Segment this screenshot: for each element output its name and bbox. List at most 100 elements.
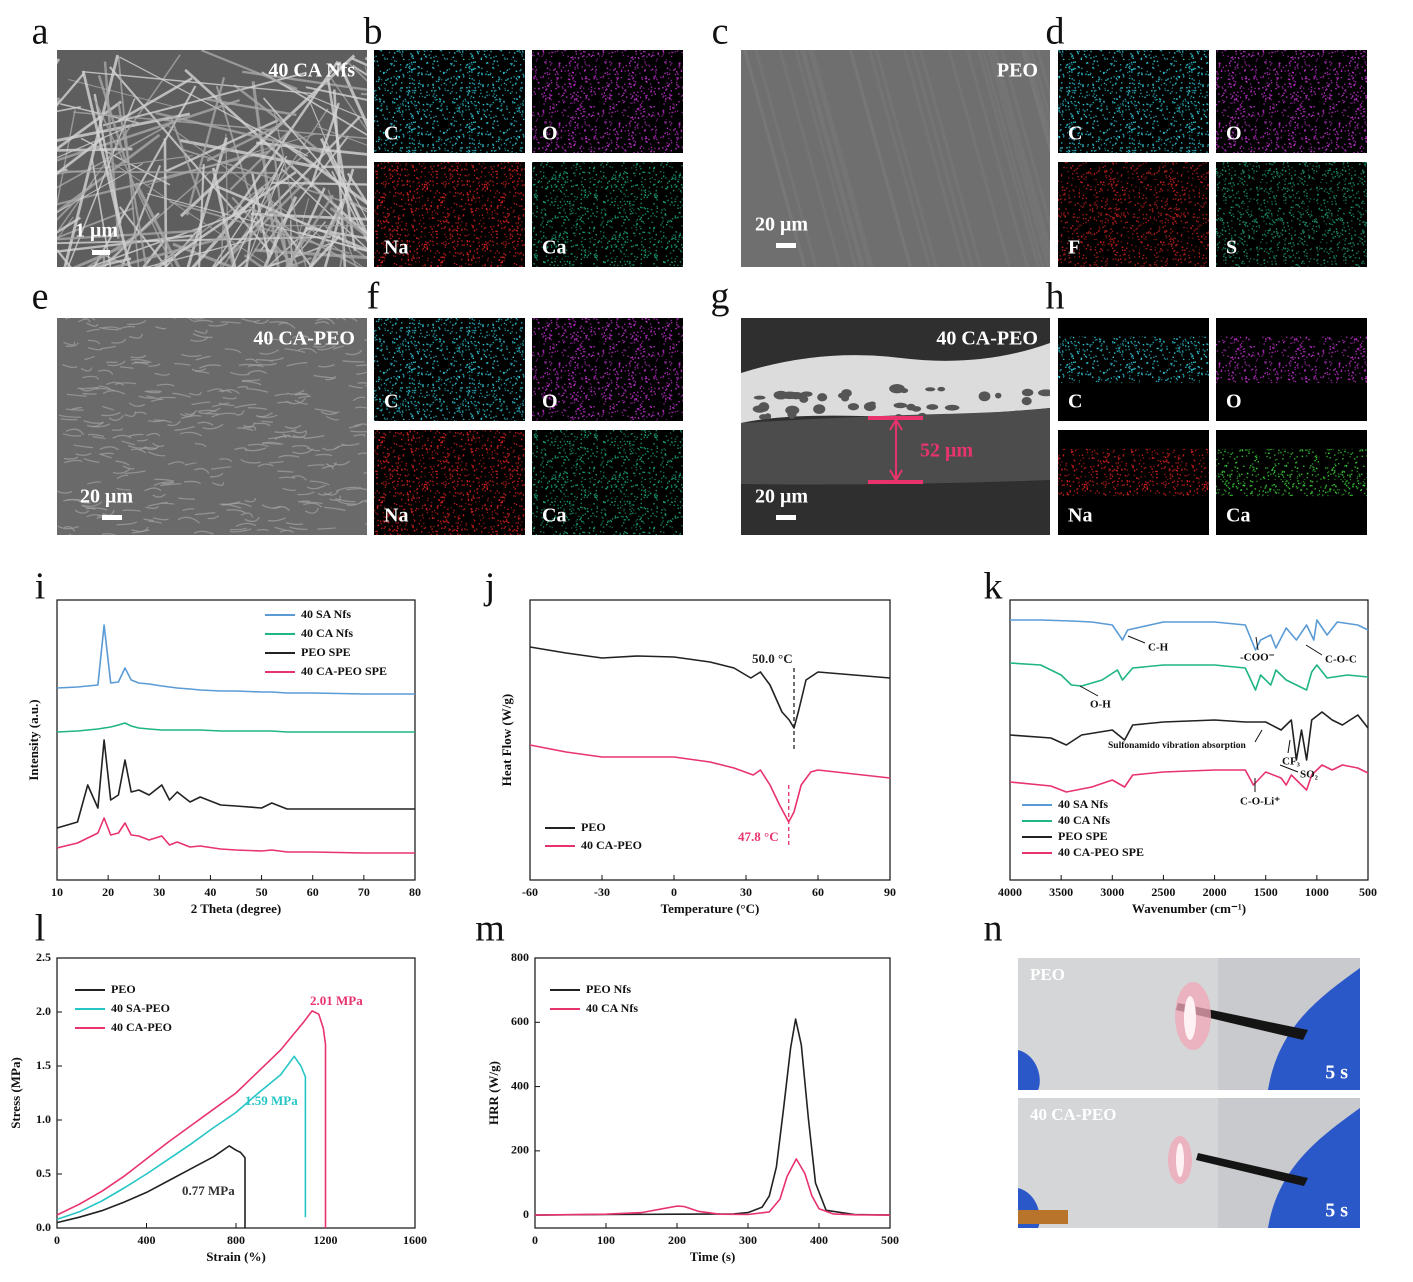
x-tick-label: 50: [256, 885, 268, 899]
wrinkle: [269, 460, 284, 464]
upper-layer: [741, 343, 1050, 423]
particle: [841, 394, 850, 402]
fiber: [231, 60, 339, 216]
wrinkle: [220, 321, 241, 324]
x-tick-label: -30: [594, 885, 610, 899]
fiber: [67, 98, 136, 267]
particle: [863, 402, 876, 412]
wrinkle: [97, 369, 114, 375]
wrinkle: [112, 434, 132, 439]
legend-label: 40 CA Nfs: [586, 1001, 638, 1015]
wrinkle: [66, 393, 87, 397]
wrinkle: [162, 481, 174, 485]
wrinkle: [92, 435, 106, 440]
eds-signal: [532, 430, 683, 535]
wrinkle: [57, 490, 73, 494]
wrinkle: [65, 342, 80, 347]
wrinkle: [233, 410, 245, 416]
wrinkle: [350, 430, 367, 433]
wrinkle: [284, 424, 302, 429]
y-tick-label: 200: [511, 1143, 529, 1157]
fiber: [201, 50, 298, 90]
fiber: [134, 182, 181, 267]
wrinkle: [174, 425, 195, 431]
legend-label: 40 SA Nfs: [1058, 797, 1108, 811]
streak: [1029, 50, 1050, 125]
wrinkle: [195, 442, 207, 448]
series-line: [56, 817, 415, 854]
wrinkle: [323, 490, 339, 496]
wrinkle: [342, 360, 365, 363]
fiber: [57, 122, 173, 189]
wrinkle: [86, 322, 99, 327]
wrinkle: [243, 421, 256, 428]
eds-signal: [532, 50, 683, 153]
micrograph: [741, 50, 1050, 267]
wrinkle: [144, 390, 161, 394]
series-line: [56, 739, 415, 829]
wrinkle: [66, 498, 84, 502]
wrinkle: [229, 528, 252, 533]
panel-label: n: [984, 908, 1003, 950]
wrinkle: [245, 358, 259, 364]
wrinkle: [329, 495, 342, 502]
y-tick-label: 2.0: [36, 1004, 51, 1018]
wrinkle: [122, 509, 141, 512]
wrinkle: [174, 362, 191, 366]
y-tick-label: 0: [523, 1207, 529, 1221]
fiber: [117, 77, 193, 123]
burnt-edge: [1184, 996, 1196, 1040]
x-tick-label: 40: [204, 885, 216, 899]
fiber: [191, 186, 265, 267]
wrinkle: [303, 435, 325, 440]
wrinkle: [148, 451, 166, 457]
wrinkle: [321, 445, 340, 451]
eds-signal: [1216, 162, 1367, 267]
element-label: O: [1226, 123, 1242, 145]
wrinkle: [124, 411, 137, 418]
wrinkle: [317, 345, 336, 351]
wrinkle: [173, 318, 194, 322]
x-tick-label: 1500: [1254, 885, 1278, 899]
wrinkle: [224, 348, 242, 354]
wrinkle: [152, 442, 165, 448]
annotation: 0.77 MPa: [182, 1183, 235, 1198]
wrinkle: [324, 375, 337, 381]
wrinkle: [152, 493, 166, 498]
fiber: [82, 70, 312, 95]
wrinkle: [326, 318, 347, 321]
fiber: [229, 127, 293, 191]
wrinkle: [272, 505, 291, 512]
wrinkle: [278, 322, 296, 329]
fiber: [321, 165, 367, 169]
legend-label: PEO SPE: [1058, 829, 1108, 843]
wrinkle: [114, 382, 137, 386]
wrinkle: [218, 402, 235, 407]
thickness-label: 52 μm: [920, 440, 973, 462]
eds-signal: [1058, 50, 1209, 153]
annotation-arrow: [1127, 635, 1146, 644]
particle: [813, 404, 826, 415]
wrinkle: [148, 520, 162, 524]
element-label: O: [542, 391, 558, 413]
wrinkle: [63, 525, 76, 532]
particle: [785, 405, 800, 415]
fiber: [57, 97, 61, 108]
wrinkle: [130, 448, 147, 454]
wrinkle: [240, 458, 261, 464]
wrinkle: [71, 407, 83, 410]
wrinkle: [234, 403, 257, 409]
fiber: [205, 98, 297, 117]
wrinkle: [279, 529, 295, 533]
scale-bar: [776, 243, 796, 248]
wrinkle: [143, 518, 155, 521]
streak: [868, 50, 932, 267]
y-axis-label: Stress (MPa): [8, 1057, 23, 1129]
series-line: [1009, 711, 1369, 761]
eds-signal: [374, 50, 525, 153]
burnt-edge: [1176, 1143, 1184, 1177]
legend-label: 40 SA-PEO: [111, 1001, 170, 1015]
panel-label: b: [364, 11, 383, 53]
legend-label: 40 CA Nfs: [301, 626, 353, 640]
wrinkle: [297, 335, 310, 340]
